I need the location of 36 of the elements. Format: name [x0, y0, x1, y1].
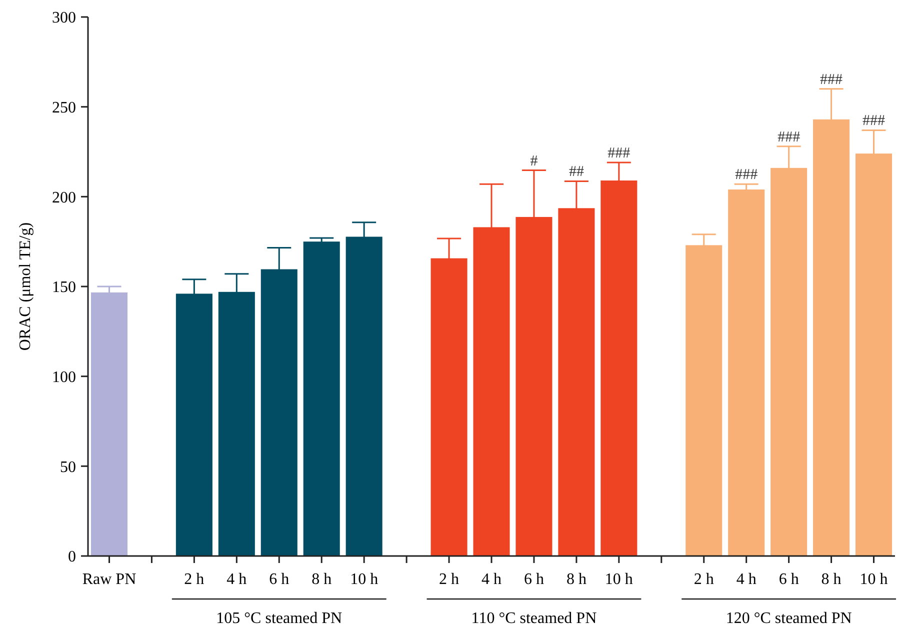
y-tick-label: 0 — [68, 548, 76, 566]
data-label: ### — [608, 146, 631, 162]
x-tick-label: 6 h — [524, 571, 544, 588]
x-tick-label: 10 h — [860, 571, 888, 588]
y-tick-label: 300 — [52, 10, 76, 27]
x-tick-label: 2 h — [184, 571, 204, 588]
x-tick-label: 10 h — [604, 571, 633, 588]
y-tick-label: 200 — [52, 189, 76, 206]
x-tick-label: 4 h — [226, 571, 247, 588]
data-label: ### — [778, 129, 801, 146]
x-tick-label: 6 h — [778, 571, 799, 588]
y-tick-label: 50 — [60, 458, 76, 476]
x-tick-label: 4 h — [482, 571, 502, 588]
data-label: ### — [735, 167, 758, 184]
x-tick-label: 8 h — [312, 571, 332, 588]
y-tick-label: 250 — [52, 99, 76, 116]
x-tick-label: 4 h — [736, 571, 756, 588]
x-tick-label: 6 h — [269, 571, 290, 588]
data-label: ### — [862, 113, 886, 130]
data-label: ## — [568, 164, 584, 180]
y-axis-title: ORAC (μmol TE/g) — [17, 222, 34, 351]
y-tick-label: 100 — [52, 368, 76, 386]
text: 110 °C steamed PN — [471, 610, 598, 627]
bar — [728, 189, 765, 556]
data-label: # — [530, 153, 538, 170]
text: 120 °C steamed PN — [726, 610, 852, 627]
x-tick-label: 2 h — [439, 571, 460, 588]
x-tick-label: 10 h — [350, 571, 378, 588]
data-label: ### — [820, 72, 844, 88]
x-tick-label: 2 h — [694, 571, 714, 588]
text: 105 °C steamed PN — [216, 610, 343, 627]
x-tick-label: 8 h — [566, 571, 586, 588]
y-tick-label: 150 — [52, 279, 76, 296]
bar — [303, 242, 340, 556]
x-tick-label: 8 h — [821, 571, 842, 588]
x-tick-label: Raw PN — [82, 571, 137, 588]
